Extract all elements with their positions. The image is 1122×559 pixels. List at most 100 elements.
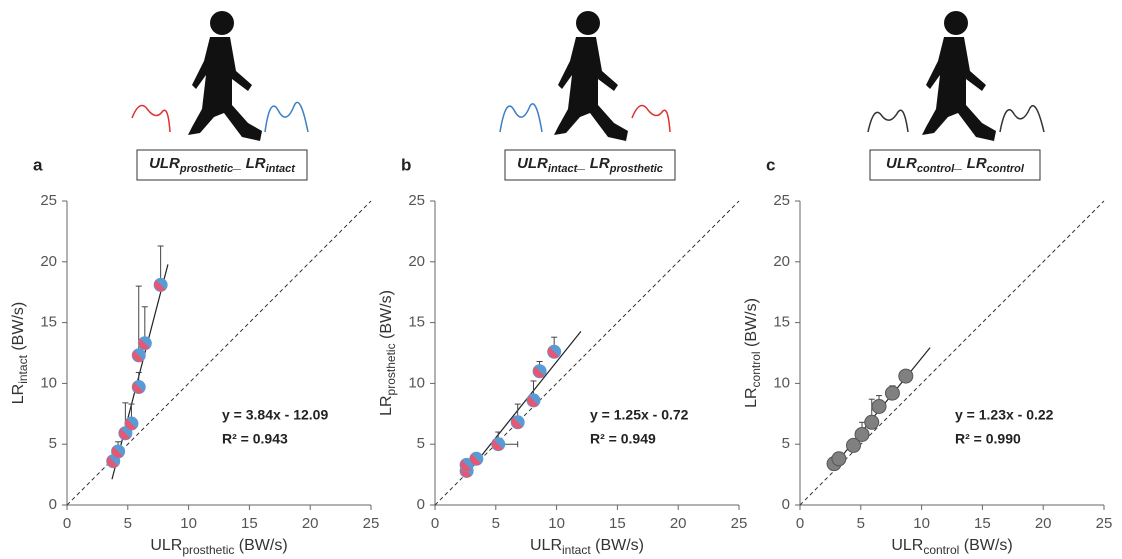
y-tick-label: 10 — [408, 374, 425, 391]
x-tick-label: 0 — [796, 515, 804, 532]
label-main: LR — [743, 387, 760, 407]
label-main: _ LR — [953, 155, 987, 172]
label-sub: prosthetic — [179, 163, 233, 175]
waveform-icons — [131, 101, 1045, 133]
x-tick-label: 15 — [974, 515, 991, 532]
condition-box — [869, 149, 1041, 181]
y-tick-label: 15 — [40, 314, 57, 331]
point — [864, 414, 880, 430]
point-half — [533, 366, 545, 378]
label-unit: (BW/s) — [743, 298, 760, 351]
y-tick-label: 20 — [40, 253, 57, 270]
x-tick-label: 0 — [431, 515, 439, 532]
silhouette — [188, 11, 262, 141]
condition-box — [136, 149, 308, 181]
label-sub: intact — [548, 163, 579, 175]
label-sub: intact — [562, 543, 591, 557]
y-tick-label: 5 — [417, 435, 425, 452]
y-tick-label: 15 — [408, 314, 425, 331]
y-tick-label: 5 — [782, 435, 790, 452]
label-main: ULR — [517, 155, 548, 172]
label-main: LR — [378, 395, 395, 415]
fit-line — [111, 264, 169, 480]
point-half — [111, 446, 123, 458]
fit-line — [464, 330, 582, 477]
fit-equation: y = 1.23x - 0.22 — [955, 407, 1054, 423]
point-half — [106, 456, 119, 468]
condition-box — [504, 149, 676, 181]
label-unit: (BW/s) — [591, 537, 644, 554]
condition-label: ULRcontrol_ LRcontrol — [886, 155, 1025, 175]
label-main: ULR — [886, 155, 917, 172]
silhouette — [922, 11, 996, 141]
panel-label: c — [766, 155, 775, 174]
r-squared: R² = 0.990 — [955, 431, 1021, 447]
point — [854, 426, 870, 442]
y-tick-label: 10 — [773, 374, 790, 391]
y-tick-label: 0 — [782, 496, 790, 513]
y-axis-label: LRintact (BW/s) — [10, 302, 30, 404]
x-tick-label: 5 — [492, 515, 500, 532]
y-tick-label: 15 — [773, 314, 790, 331]
point-half — [470, 453, 482, 466]
label-main: LR — [10, 384, 27, 404]
point-half — [527, 395, 539, 407]
y-tick-label: 25 — [40, 192, 57, 209]
x-tick-label: 0 — [63, 515, 71, 532]
silhouette — [554, 11, 628, 141]
point-half — [132, 382, 144, 394]
r-squared: R² = 0.943 — [222, 431, 288, 447]
x-tick-label: 20 — [302, 515, 319, 532]
x-tick-label: 20 — [670, 515, 687, 532]
point-half — [460, 459, 472, 472]
label-sub: control — [923, 543, 959, 557]
y-tick-label: 10 — [40, 374, 57, 391]
y-tick-label: 20 — [408, 253, 425, 270]
label-sub: prosthetic — [384, 343, 398, 395]
x-tick-label: 15 — [241, 515, 258, 532]
x-tick-label: 10 — [913, 515, 930, 532]
label-main: _ LR — [232, 155, 266, 172]
label-sub: control — [917, 163, 955, 175]
point-half — [491, 439, 504, 451]
y-tick-label: 0 — [417, 496, 425, 513]
condition-label: ULRprosthetic_ LRintact — [149, 155, 296, 175]
point — [846, 437, 862, 453]
x-tick-label: 5 — [857, 515, 865, 532]
panel-label: b — [401, 155, 411, 174]
condition-label: ULRintact_ LRprosthetic — [517, 155, 663, 175]
x-tick-label: 25 — [1096, 515, 1113, 532]
label-sub: intact — [266, 163, 297, 175]
x-tick-label: 5 — [124, 515, 132, 532]
y-tick-label: 5 — [49, 435, 57, 452]
label-sub: control — [749, 351, 763, 387]
point-half — [154, 280, 166, 292]
label-unit: (BW/s) — [234, 537, 287, 554]
y-tick-label: 20 — [773, 253, 790, 270]
x-tick-label: 25 — [363, 515, 380, 532]
label-unit: (BW/s) — [959, 537, 1012, 554]
fit-equation: y = 1.25x - 0.72 — [590, 407, 689, 423]
y-tick-label: 25 — [408, 192, 425, 209]
label-main: _ LR — [576, 155, 610, 172]
point-half — [511, 417, 523, 429]
point — [898, 368, 914, 384]
point-half — [119, 428, 131, 440]
point-half — [138, 338, 150, 350]
r-squared: R² = 0.949 — [590, 431, 656, 447]
label-main: ULR — [150, 537, 182, 554]
y-axis-label: LRcontrol (BW/s) — [743, 298, 763, 408]
label-main: ULR — [149, 155, 180, 172]
y-tick-label: 0 — [49, 496, 57, 513]
label-sub: prosthetic — [182, 543, 234, 557]
point-half — [132, 350, 144, 362]
x-tick-label: 10 — [548, 515, 565, 532]
identity-line — [799, 200, 1105, 506]
label-sub: prosthetic — [609, 163, 663, 175]
label-sub: intact — [16, 354, 30, 383]
point — [831, 451, 847, 467]
fit-equation: y = 3.84x - 12.09 — [222, 407, 328, 423]
x-tick-label: 25 — [731, 515, 748, 532]
